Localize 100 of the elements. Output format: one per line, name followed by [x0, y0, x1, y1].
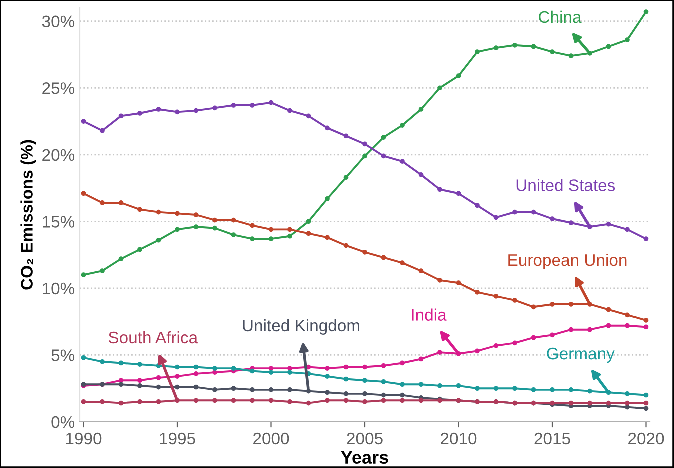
point — [156, 376, 162, 380]
point — [118, 200, 124, 206]
point — [550, 388, 555, 392]
x-tick-label: 1995 — [160, 432, 196, 445]
point — [288, 400, 292, 404]
point — [625, 392, 630, 396]
point — [175, 211, 180, 216]
y-tick-label: 30% — [42, 16, 75, 28]
point — [550, 302, 555, 307]
point — [194, 398, 199, 404]
point — [606, 323, 612, 328]
x-tick-label: 2020 — [628, 432, 664, 445]
point — [138, 111, 142, 116]
point — [531, 388, 536, 392]
point — [212, 398, 218, 404]
point — [306, 400, 312, 406]
point — [456, 74, 462, 79]
point — [362, 392, 368, 396]
point — [625, 312, 630, 318]
point — [81, 355, 86, 360]
point — [568, 388, 574, 392]
point — [156, 400, 162, 404]
point — [118, 382, 124, 388]
point — [588, 224, 592, 230]
point — [644, 406, 649, 412]
x-tick-label: 2010 — [441, 432, 477, 445]
point — [194, 371, 199, 376]
point — [568, 54, 574, 59]
series-label: China — [539, 10, 582, 24]
point — [212, 388, 218, 392]
point — [344, 376, 349, 382]
point — [418, 268, 424, 274]
point — [194, 108, 199, 114]
text: United Kingdom — [243, 319, 360, 335]
y-tick-label: 0% — [52, 416, 75, 428]
point — [288, 388, 292, 392]
point — [268, 370, 274, 376]
y-tick-label: 20% — [42, 149, 75, 162]
point — [231, 103, 236, 108]
point — [231, 218, 236, 223]
y-tick-label: 5% — [52, 350, 75, 362]
point — [494, 386, 499, 392]
point — [344, 398, 349, 404]
point — [325, 374, 330, 380]
point — [194, 364, 199, 370]
point — [568, 327, 574, 332]
point — [438, 350, 442, 355]
point — [325, 235, 330, 240]
point — [568, 220, 574, 226]
point — [644, 400, 649, 406]
point — [325, 366, 330, 372]
point — [362, 142, 368, 147]
point — [475, 386, 480, 392]
point — [325, 126, 330, 131]
point — [456, 280, 462, 286]
point — [268, 236, 274, 242]
point — [588, 327, 592, 332]
point — [362, 250, 368, 255]
point — [438, 86, 442, 91]
point — [418, 356, 424, 362]
point — [588, 400, 592, 406]
point — [138, 400, 142, 404]
series-label: European Union — [508, 254, 627, 270]
point — [568, 400, 574, 406]
point — [644, 318, 649, 323]
point — [212, 366, 218, 372]
point — [325, 196, 330, 202]
point — [268, 388, 274, 392]
point — [288, 227, 292, 232]
point — [418, 172, 424, 178]
point — [175, 374, 180, 380]
point — [138, 247, 142, 252]
point — [268, 227, 274, 232]
point — [625, 323, 630, 328]
point — [325, 398, 330, 404]
point — [344, 243, 349, 248]
point — [644, 392, 649, 398]
point — [512, 42, 518, 48]
x-tick-label: 2000 — [254, 432, 290, 445]
point — [138, 384, 142, 388]
point — [306, 114, 312, 119]
point — [550, 50, 555, 54]
point — [625, 404, 630, 410]
y-axis-title: CO₂ Emissions (%) — [20, 140, 36, 290]
point — [156, 238, 162, 243]
point — [306, 231, 312, 236]
x-tick-label: 2005 — [347, 432, 383, 445]
point — [268, 398, 274, 404]
point — [588, 388, 592, 394]
point — [362, 154, 368, 159]
point — [400, 392, 405, 398]
point — [531, 304, 536, 310]
point — [381, 255, 386, 260]
point — [494, 215, 499, 220]
point — [512, 298, 518, 303]
point — [81, 119, 86, 124]
point — [512, 210, 518, 215]
point — [344, 175, 349, 180]
point — [588, 50, 592, 56]
point — [400, 123, 405, 128]
